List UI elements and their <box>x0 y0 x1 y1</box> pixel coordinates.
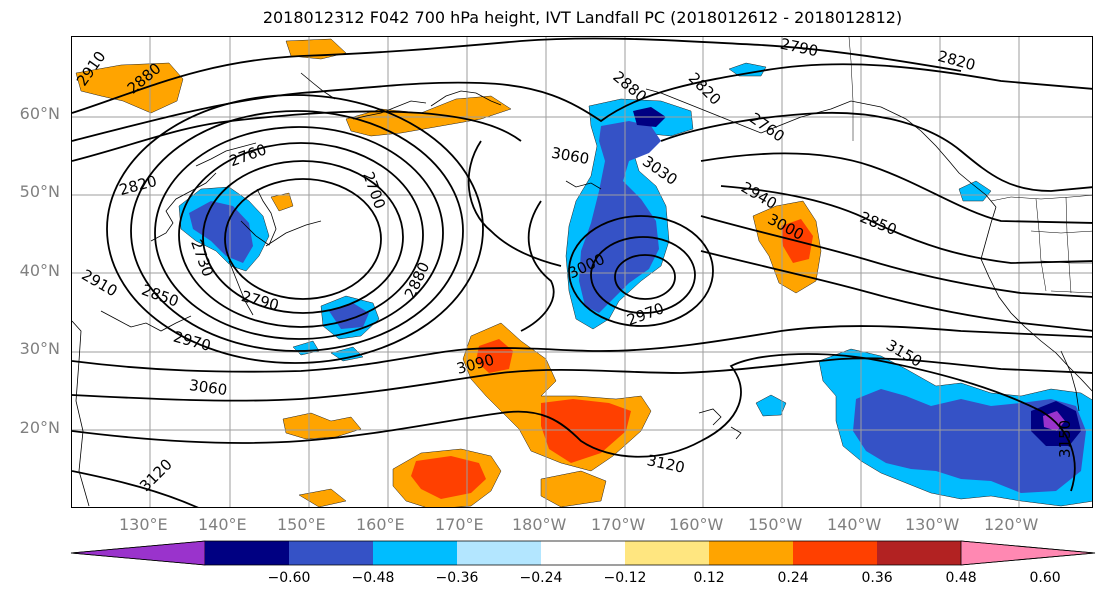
contour-label: 2910 <box>79 266 121 301</box>
colorbar-outline <box>70 540 1096 566</box>
lat-label: 40°N <box>19 261 60 280</box>
strong-negative-region <box>853 389 1086 493</box>
lon-label: 140°W <box>827 515 882 534</box>
contour-label: 2760 <box>227 140 269 170</box>
map-title: 2018012312 F042 700 hPa height, IVT Land… <box>262 8 903 27</box>
colorbar-bin <box>625 541 710 565</box>
lat-label: 30°N <box>19 339 60 358</box>
positive-anomaly-region <box>282 412 362 440</box>
positive-anomaly-region <box>75 62 184 114</box>
lon-label: 170°W <box>591 515 646 534</box>
contour-label: 3120 <box>645 451 686 477</box>
contour-label: 2790 <box>779 37 820 60</box>
lon-label: 130°W <box>905 515 960 534</box>
map-canvas: 2910 2880 2760 2820 2730 2910 2850 2790 … <box>72 37 1092 507</box>
colorbar-tick-label: −0.48 <box>351 570 395 586</box>
lon-label: 140°E <box>198 515 247 534</box>
contour-label: 3150 <box>1056 420 1074 458</box>
lon-label: 120°W <box>984 515 1039 534</box>
strong-negative-region <box>579 121 661 313</box>
contour-label: 3120 <box>136 455 176 495</box>
contour-label: 2820 <box>685 69 725 109</box>
colorbar-bin <box>877 541 962 565</box>
colorbar-bin <box>205 541 290 565</box>
colorbar-extend-min <box>70 540 206 566</box>
positive-anomaly-region <box>345 95 512 137</box>
colorbar-bin <box>457 541 542 565</box>
colorbar-tick-label: 0.60 <box>1029 570 1061 586</box>
colorbar-bin <box>541 541 626 565</box>
contour-label: 3060 <box>550 144 591 168</box>
strong-negative-region <box>189 201 253 263</box>
contour-label: 2850 <box>139 281 181 311</box>
ivt-shading <box>75 38 1092 507</box>
map-panel: 2910 2880 2760 2820 2730 2910 2850 2790 … <box>71 36 1093 508</box>
negative-anomaly-region <box>958 180 992 202</box>
colorbar-tick-label: 0.48 <box>945 570 977 586</box>
coastlines <box>72 72 1092 507</box>
strong-positive-region <box>541 399 631 463</box>
height-contours <box>72 37 1092 507</box>
lon-label: 150°W <box>748 515 803 534</box>
negative-anomaly-region <box>755 394 787 417</box>
colorbar <box>70 540 1096 566</box>
colorbar-tick-label: −0.12 <box>603 570 647 586</box>
colorbar-bin <box>709 541 794 565</box>
lat-label: 60°N <box>19 104 60 123</box>
contour-label: 3060 <box>188 376 228 399</box>
colorbar-tick-label: 0.24 <box>777 570 809 586</box>
positive-anomaly-region <box>270 192 294 212</box>
positive-anomaly-region <box>540 470 607 507</box>
graticule <box>72 37 1092 507</box>
lon-label: 180°W <box>512 515 567 534</box>
colorbar-bin <box>289 541 374 565</box>
colorbar-bin <box>373 541 458 565</box>
colorbar-tick-label: 0.12 <box>693 570 725 586</box>
lon-label: 150°E <box>277 515 326 534</box>
contour-label: 2850 <box>857 208 899 239</box>
lat-label: 20°N <box>19 418 60 437</box>
negative-anomaly-region <box>330 346 364 362</box>
contour-label: 2790 <box>239 287 281 314</box>
negative-anomaly-region <box>292 340 320 356</box>
lon-label: 160°W <box>669 515 724 534</box>
lat-label: 50°N <box>19 182 60 201</box>
colorbar-tick-label: −0.24 <box>519 570 563 586</box>
contour-label: 2700 <box>359 169 389 211</box>
lon-label: 170°E <box>435 515 484 534</box>
colorbar-tick-label: −0.36 <box>435 570 479 586</box>
colorbar-tick-label: 0.36 <box>861 570 893 586</box>
colorbar-bin <box>793 541 878 565</box>
contour-label: 2940 <box>738 178 780 213</box>
colorbar-tick-label: −0.60 <box>267 570 311 586</box>
colorbar-extend-max <box>960 540 1096 566</box>
lon-label: 130°E <box>119 515 168 534</box>
lon-label: 160°E <box>356 515 405 534</box>
positive-anomaly-region <box>298 488 347 507</box>
